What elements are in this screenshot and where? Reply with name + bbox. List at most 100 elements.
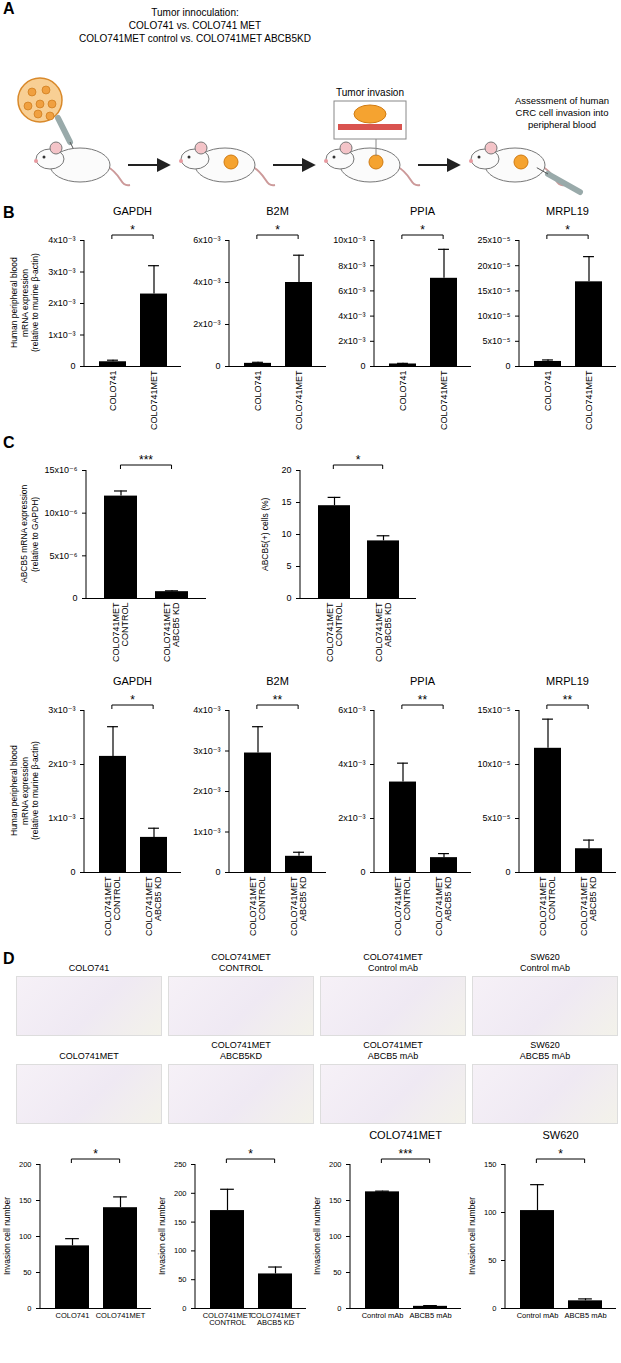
svg-text:100: 100: [19, 1232, 32, 1241]
svg-text:3x10⁻³: 3x10⁻³: [48, 267, 75, 277]
svg-text:**: **: [418, 693, 428, 707]
svg-text:COLO741METCONTROL: COLO741METCONTROL: [203, 1311, 253, 1328]
svg-text:1x10⁻³: 1x10⁻³: [48, 813, 75, 823]
svg-text:3x10⁻³: 3x10⁻³: [193, 746, 220, 756]
svg-text:5x10⁻⁵: 5x10⁻⁵: [483, 336, 511, 346]
svg-text:50: 50: [333, 1268, 341, 1277]
svg-text:peripheral blood: peripheral blood: [528, 119, 596, 130]
svg-text:Tumor invasion: Tumor invasion: [336, 87, 404, 98]
svg-text:150: 150: [19, 1196, 32, 1205]
svg-text:15x10⁻⁵: 15x10⁻⁵: [477, 286, 510, 296]
svg-text:4x10⁻³: 4x10⁻³: [193, 705, 220, 715]
svg-text:0: 0: [360, 361, 365, 371]
svg-text:*: *: [130, 693, 135, 707]
svg-text:COLO741: COLO741: [108, 371, 118, 412]
svg-text:*: *: [356, 453, 361, 467]
svg-text:4x10⁻³: 4x10⁻³: [193, 277, 220, 287]
svg-text:10x10⁻⁵: 10x10⁻⁵: [477, 311, 510, 321]
svg-text:COLO741METCONTROL: COLO741METCONTROL: [248, 876, 267, 936]
svg-text:0: 0: [492, 1304, 496, 1313]
svg-text:COLO741METABCB5 KD: COLO741METABCB5 KD: [144, 876, 163, 936]
svg-text:2x10⁻³: 2x10⁻³: [48, 298, 75, 308]
svg-text:Control mAb: Control mAb: [517, 1311, 559, 1320]
svg-text:COLO741MET control vs. COLO741: COLO741MET control vs. COLO741MET ABCB5K…: [79, 33, 311, 44]
svg-text:50: 50: [488, 1256, 496, 1265]
svg-text:50: 50: [178, 1275, 186, 1284]
svg-text:COLO741METCONTROL: COLO741METCONTROL: [325, 602, 344, 662]
svg-text:50: 50: [23, 1268, 31, 1277]
svg-text:Tumor innoculation:: Tumor innoculation:: [151, 7, 238, 18]
svg-text:0: 0: [286, 593, 291, 603]
svg-text:15x10⁻⁶: 15x10⁻⁶: [45, 465, 78, 475]
svg-text:2x10⁻³: 2x10⁻³: [193, 786, 220, 796]
svg-text:3x10⁻³: 3x10⁻³: [48, 705, 75, 715]
svg-text:0: 0: [70, 361, 75, 371]
svg-text:COLO741: COLO741: [398, 371, 408, 412]
svg-text:***: ***: [139, 453, 153, 467]
svg-text:0: 0: [360, 867, 365, 877]
svg-text:5x10⁻⁶: 5x10⁻⁶: [50, 551, 78, 561]
svg-text:*: *: [558, 1147, 563, 1161]
svg-text:25x10⁻⁵: 25x10⁻⁵: [477, 235, 510, 245]
svg-text:**: **: [563, 693, 573, 707]
svg-text:20x10⁻⁵: 20x10⁻⁵: [477, 261, 510, 271]
svg-text:COLO741METABCB5 KD: COLO741METABCB5 KD: [289, 876, 308, 936]
svg-text:ABCB5 mAb: ABCB5 mAb: [409, 1311, 451, 1320]
svg-text:***: ***: [398, 1147, 412, 1161]
svg-text:COLO741MET: COLO741MET: [96, 1311, 146, 1320]
svg-text:COLO741 vs. COLO741 MET: COLO741 vs. COLO741 MET: [129, 20, 261, 31]
svg-text:COLO741MET: COLO741MET: [439, 370, 449, 430]
svg-text:COLO741METABCB5 KD: COLO741METABCB5 KD: [374, 602, 393, 662]
svg-text:COLO741METABCB5 KD: COLO741METABCB5 KD: [162, 602, 181, 662]
svg-text:COLO741MET: COLO741MET: [584, 370, 594, 430]
svg-text:10x10⁻⁶: 10x10⁻⁶: [45, 508, 78, 518]
svg-text:COLO741: COLO741: [253, 371, 263, 412]
svg-text:0: 0: [215, 867, 220, 877]
svg-text:COLO741METABCB5 KD: COLO741METABCB5 KD: [434, 876, 453, 936]
svg-text:150: 150: [329, 1196, 342, 1205]
svg-text:6x10⁻³: 6x10⁻³: [193, 235, 220, 245]
svg-text:COLO741METCONTROL: COLO741METCONTROL: [538, 876, 557, 936]
svg-text:0: 0: [27, 1304, 31, 1313]
svg-text:8x10⁻³: 8x10⁻³: [338, 261, 365, 271]
svg-text:15x10⁻⁵: 15x10⁻⁵: [477, 705, 510, 715]
svg-text:Assessment of human: Assessment of human: [515, 95, 609, 106]
svg-text:*: *: [275, 223, 280, 237]
svg-text:2x10⁻³: 2x10⁻³: [338, 336, 365, 346]
svg-text:4x10⁻³: 4x10⁻³: [48, 235, 75, 245]
svg-text:10: 10: [281, 529, 291, 539]
svg-text:*: *: [93, 1147, 98, 1161]
svg-text:COLO741METABCB5 KD: COLO741METABCB5 KD: [251, 1311, 301, 1328]
svg-text:2x10⁻³: 2x10⁻³: [48, 759, 75, 769]
svg-text:200: 200: [19, 1160, 32, 1169]
svg-text:150: 150: [484, 1160, 497, 1169]
svg-text:20: 20: [281, 465, 291, 475]
svg-text:COLO741: COLO741: [543, 371, 553, 412]
svg-text:*: *: [130, 223, 135, 237]
svg-text:15: 15: [281, 497, 291, 507]
svg-text:10x10⁻⁵: 10x10⁻⁵: [477, 759, 510, 769]
svg-text:200: 200: [174, 1189, 187, 1198]
svg-text:0: 0: [337, 1304, 341, 1313]
svg-text:COLO741METABCB5 KD: COLO741METABCB5 KD: [579, 876, 598, 936]
svg-text:2x10⁻³: 2x10⁻³: [338, 813, 365, 823]
svg-text:0: 0: [505, 361, 510, 371]
svg-text:100: 100: [174, 1246, 187, 1255]
svg-text:1x10⁻³: 1x10⁻³: [193, 827, 220, 837]
svg-text:100: 100: [484, 1208, 497, 1217]
svg-text:4x10⁻³: 4x10⁻³: [338, 311, 365, 321]
svg-text:Control mAb: Control mAb: [362, 1311, 404, 1320]
svg-text:6x10⁻³: 6x10⁻³: [338, 705, 365, 715]
svg-text:5: 5: [286, 561, 291, 571]
svg-text:COLO741MET: COLO741MET: [149, 370, 159, 430]
svg-text:ABCB5 mAb: ABCB5 mAb: [564, 1311, 606, 1320]
svg-text:0: 0: [70, 867, 75, 877]
svg-text:COLO741METCONTROL: COLO741METCONTROL: [103, 876, 122, 936]
svg-text:CRC cell invasion into: CRC cell invasion into: [516, 107, 609, 118]
svg-text:*: *: [420, 223, 425, 237]
svg-text:100: 100: [329, 1232, 342, 1241]
svg-text:4x10⁻³: 4x10⁻³: [338, 759, 365, 769]
svg-text:250: 250: [174, 1160, 187, 1169]
svg-text:0: 0: [182, 1304, 186, 1313]
svg-text:COLO741METCONTROL: COLO741METCONTROL: [111, 602, 130, 662]
